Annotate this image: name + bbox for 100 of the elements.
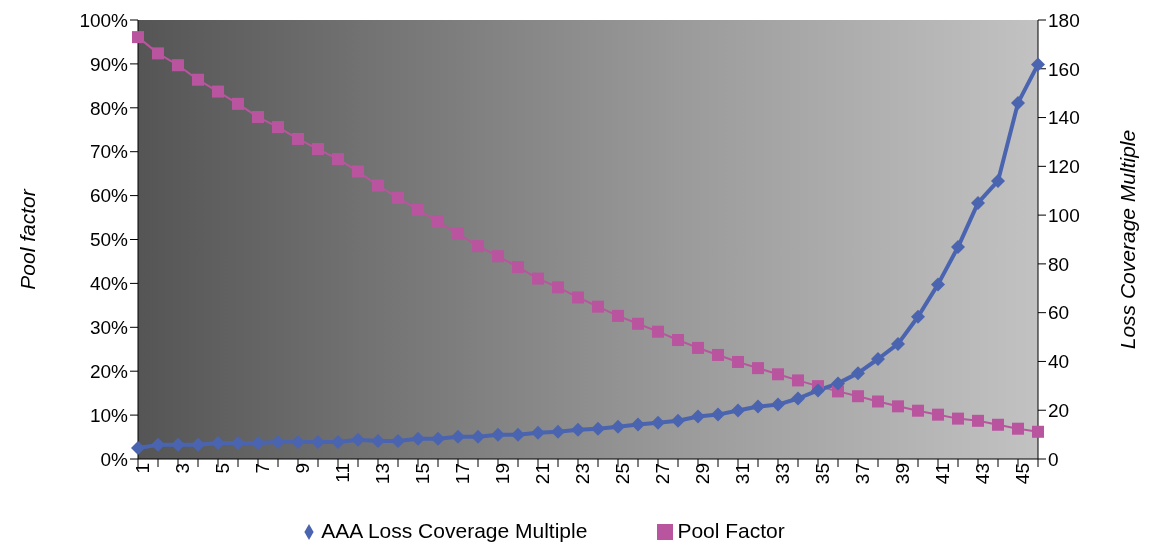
- point: [991, 173, 1005, 188]
- point: [311, 434, 325, 449]
- point: [672, 334, 684, 347]
- point: [152, 47, 164, 60]
- point: [251, 435, 265, 450]
- x-tick-label: 17: [452, 463, 474, 485]
- point: [292, 132, 304, 145]
- x-tick-label: 35: [812, 463, 834, 485]
- point: [491, 427, 505, 442]
- point: [271, 434, 285, 449]
- y2-tick-label: 140: [1048, 107, 1080, 129]
- y2-tick-label: 160: [1048, 58, 1080, 80]
- y-tick-label: 80%: [89, 97, 129, 119]
- point: [932, 408, 944, 421]
- point: [892, 400, 904, 413]
- x-tick-label: 5: [212, 463, 234, 474]
- y2-tick-label: 60: [1048, 302, 1070, 324]
- point: [791, 391, 805, 406]
- point: [512, 261, 524, 274]
- point: [132, 31, 144, 44]
- point: [272, 121, 284, 134]
- point: [1012, 422, 1024, 435]
- point: [1011, 95, 1025, 110]
- point: [191, 437, 205, 452]
- point: [971, 195, 985, 210]
- point: [931, 277, 945, 292]
- y2-tick-label: 40: [1048, 351, 1070, 373]
- x-tick-label: 29: [692, 463, 714, 485]
- point: [472, 240, 484, 253]
- y-tick-label: 0%: [100, 448, 129, 470]
- x-tick-label: 15: [412, 463, 434, 485]
- point: [631, 417, 645, 432]
- y-tick-label: 20%: [89, 360, 129, 382]
- point: [291, 434, 305, 449]
- point: [331, 434, 345, 449]
- x-tick-label: 3: [172, 463, 194, 474]
- point: [852, 390, 864, 403]
- point: [612, 309, 624, 322]
- point: [911, 309, 925, 324]
- point: [712, 348, 724, 361]
- point: [552, 281, 564, 294]
- y-tick-label: 10%: [89, 404, 129, 426]
- y2-tick-label: 0: [1048, 448, 1059, 470]
- y2-tick-label: 180: [1048, 9, 1080, 31]
- y-axis-title: Pool factor: [16, 188, 40, 290]
- point: [332, 153, 344, 166]
- point: [232, 97, 244, 110]
- point: [692, 341, 704, 354]
- point: [212, 85, 224, 98]
- point: [651, 415, 665, 430]
- point: [972, 414, 984, 427]
- point: [532, 272, 544, 285]
- y-tick-label: 60%: [89, 185, 129, 207]
- point: [411, 431, 425, 446]
- point: [751, 399, 765, 414]
- point: [912, 404, 924, 417]
- point: [192, 73, 204, 86]
- legend-label: AAA Loss Coverage Multiple: [321, 519, 588, 542]
- x-tick-label: 7: [252, 463, 274, 474]
- point: [951, 240, 965, 255]
- point: [591, 421, 605, 436]
- point: [592, 300, 604, 313]
- y-tick-label: 50%: [89, 229, 129, 251]
- legend-label: Pool Factor: [677, 519, 785, 542]
- point: [831, 376, 845, 391]
- point: [211, 435, 225, 450]
- point: [131, 441, 145, 456]
- point: [772, 368, 784, 381]
- y2-axis-title: Loss Coverage Multiple: [1116, 129, 1140, 350]
- point: [992, 418, 1004, 431]
- y-tick-label: 40%: [89, 273, 129, 295]
- point: [471, 429, 485, 444]
- x-tick-label: 37: [852, 463, 874, 485]
- point: [432, 215, 444, 228]
- y-tick-label: 30%: [89, 317, 129, 339]
- x-tick-label: 19: [492, 463, 514, 485]
- x-tick-label: 33: [772, 463, 794, 485]
- x-tick-label: 13: [372, 463, 394, 485]
- x-tick-label: 11: [332, 463, 354, 483]
- y-tick-label: 90%: [89, 53, 129, 75]
- x-tick-label: 45: [1012, 463, 1034, 485]
- y2-tick-label: 100: [1048, 204, 1080, 226]
- point: [372, 179, 384, 192]
- point: [851, 366, 865, 381]
- x-tick-label: 25: [612, 463, 634, 485]
- point: [551, 424, 565, 439]
- point: [231, 435, 245, 450]
- point: [352, 165, 364, 178]
- point: [952, 412, 964, 425]
- point: [171, 437, 185, 452]
- x-tick-label: 41: [932, 463, 954, 485]
- x-tick-label: 1: [132, 463, 154, 474]
- point: [312, 143, 324, 156]
- point: [632, 317, 644, 330]
- point: [1031, 57, 1045, 72]
- point: [431, 431, 445, 446]
- point: [871, 352, 885, 367]
- point: [572, 291, 584, 304]
- x-tick-label: 31: [732, 463, 754, 485]
- point: [691, 409, 705, 424]
